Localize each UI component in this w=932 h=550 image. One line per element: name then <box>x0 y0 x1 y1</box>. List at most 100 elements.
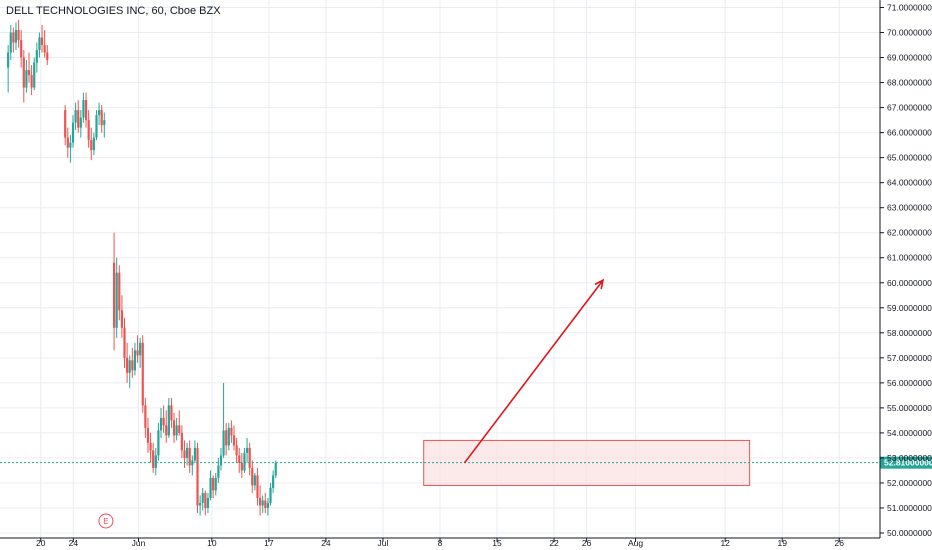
trend-arrow-line[interactable] <box>463 279 604 464</box>
candle-body <box>141 342 144 406</box>
candle-body <box>235 445 238 456</box>
x-tick-label: 12 <box>720 538 730 548</box>
candle <box>261 495 264 513</box>
candle <box>170 397 173 428</box>
candle <box>22 50 25 103</box>
candle-body <box>204 492 207 508</box>
candle-body <box>144 405 147 428</box>
y-tick-label: 70.00000000 <box>887 28 932 38</box>
candle <box>74 102 77 131</box>
candle <box>258 485 262 516</box>
y-tick-label: 69.00000000 <box>887 53 932 63</box>
candle <box>95 110 98 141</box>
candle <box>154 447 157 476</box>
candle <box>238 447 241 473</box>
candle-body <box>243 452 246 471</box>
candle <box>69 135 72 163</box>
x-tick-label: Aug <box>628 538 643 548</box>
candle <box>40 25 44 53</box>
chart-title: DELL TECHNOLOGIES INC, 60, Cboe BZX <box>6 5 221 17</box>
candle <box>144 397 147 438</box>
candle <box>20 30 23 68</box>
candle <box>201 487 204 511</box>
candle <box>199 495 202 516</box>
candle-body <box>272 475 275 488</box>
candle-body <box>128 360 131 373</box>
candle <box>128 355 131 388</box>
candle-body <box>149 442 152 451</box>
x-tick-label: 22 <box>549 538 559 548</box>
candle-body <box>227 427 230 446</box>
candle <box>27 52 31 83</box>
candle <box>115 257 118 338</box>
candle-body <box>170 405 173 421</box>
candle-body <box>199 502 202 506</box>
candle <box>71 115 75 148</box>
candle-body <box>97 110 101 116</box>
y-tick-label: 58.00000000 <box>887 328 932 338</box>
candle <box>90 127 93 161</box>
candle <box>274 460 277 478</box>
candle <box>222 382 225 458</box>
candle-body <box>131 360 134 371</box>
candle <box>232 425 236 451</box>
trend-arrow-head <box>594 278 605 290</box>
candle <box>64 105 67 146</box>
candle-body <box>112 262 116 328</box>
y-tick-label: 60.00000000 <box>887 278 932 288</box>
candle-body <box>222 430 225 456</box>
candle <box>196 442 199 513</box>
candle <box>30 65 33 96</box>
candle <box>92 132 95 156</box>
candle-body <box>167 405 170 436</box>
candle <box>84 92 88 128</box>
earnings-marker[interactable] <box>98 513 114 529</box>
candle <box>77 100 80 133</box>
candle-body <box>154 455 157 468</box>
candle <box>180 425 183 458</box>
candle <box>175 417 178 441</box>
candle <box>251 460 254 493</box>
candle-body <box>172 420 176 436</box>
y-tick-label: 71.00000000 <box>887 3 932 13</box>
candle-body <box>20 40 23 58</box>
candle-body <box>82 100 85 118</box>
candle-body <box>17 30 20 41</box>
candle <box>188 440 191 473</box>
candle-body <box>64 110 67 138</box>
candle-body <box>212 477 215 491</box>
candle-body <box>201 492 204 503</box>
y-tick-label: 67.00000000 <box>887 103 932 113</box>
candle-body <box>35 50 38 63</box>
candle-body <box>225 430 228 446</box>
candle <box>66 127 69 158</box>
candle <box>7 45 10 93</box>
candle <box>240 452 243 478</box>
x-tick-label: 24 <box>69 538 79 548</box>
target-zone-rect[interactable] <box>423 439 751 486</box>
candle <box>245 437 249 463</box>
candle <box>185 442 189 466</box>
candle <box>178 410 181 436</box>
candles <box>7 20 277 516</box>
candle-body <box>274 462 277 476</box>
x-tick-label: Jun <box>132 538 146 548</box>
candle-body <box>123 327 126 358</box>
candle <box>219 447 223 471</box>
candle <box>120 295 123 338</box>
candle <box>112 232 116 351</box>
y-tick-label: 63.00000000 <box>887 203 932 213</box>
candle-body <box>248 447 251 468</box>
y-tick-label: 54.00000000 <box>887 428 932 438</box>
candle-body <box>217 465 220 478</box>
candle-body <box>180 432 183 451</box>
y-tick-label: 59.00000000 <box>887 303 932 313</box>
y-tick-label: 62.00000000 <box>887 228 932 238</box>
candle <box>87 110 90 148</box>
current-price-label: 52.81000000 <box>884 458 932 468</box>
candle-body <box>206 497 210 508</box>
candle-body <box>79 117 82 128</box>
